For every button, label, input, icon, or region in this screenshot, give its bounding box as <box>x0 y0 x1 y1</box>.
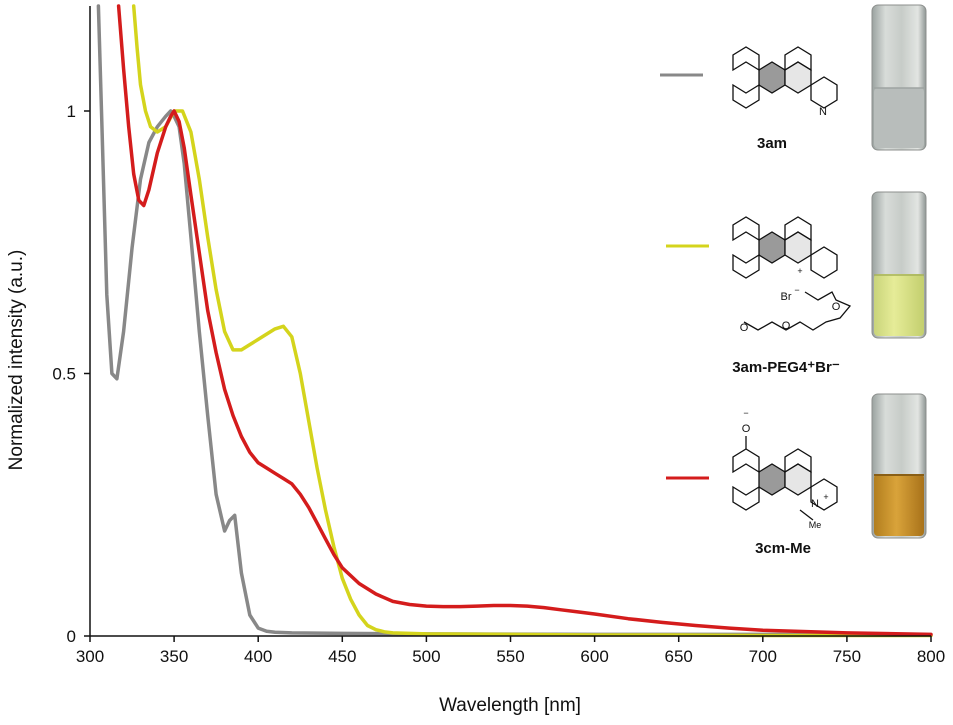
x-tick-label: 450 <box>328 647 356 666</box>
atom-o2-peg4: O <box>782 320 791 332</box>
atom-n-3cm: N <box>811 498 819 510</box>
atom-o-3cm: O <box>742 423 751 435</box>
atom-br-minus-peg4: − <box>794 285 799 295</box>
x-tick-label: 550 <box>496 647 524 666</box>
compound-label-3am: 3am <box>757 135 787 152</box>
structure-3am-peg4 <box>732 216 852 331</box>
x-tick-label: 800 <box>917 647 945 666</box>
plot-lines <box>96 4 933 638</box>
atom-o1-peg4: O <box>832 301 841 313</box>
series-line-0 <box>96 4 933 637</box>
x-tick-label: 700 <box>749 647 777 666</box>
y-tick-label: 0 <box>67 627 76 646</box>
atom-me-3cm: Me <box>809 520 822 530</box>
x-tick-label: 300 <box>76 647 104 666</box>
x-tick-label: 600 <box>580 647 608 666</box>
vial-3cm-me <box>871 393 927 539</box>
compound-label-3am-peg4: 3am-PEG4⁺Br⁻ <box>732 359 840 376</box>
atom-o-minus-3cm: − <box>743 408 748 418</box>
vial-3am <box>871 4 927 151</box>
x-tick-label: 350 <box>160 647 188 666</box>
x-tick-label: 750 <box>833 647 861 666</box>
y-axis-title: Normalized intensity (a.u.) <box>6 250 27 471</box>
structure-3am <box>732 46 838 109</box>
atom-n-3am: N <box>819 106 827 118</box>
x-tick-label: 400 <box>244 647 272 666</box>
series-line-2 <box>116 4 933 637</box>
atom-n-plus-3cm: + <box>823 492 828 502</box>
atom-n-plus-peg4: + <box>797 266 802 276</box>
x-tick-label: 500 <box>412 647 440 666</box>
y-ticks: 00.51 <box>52 102 90 646</box>
x-axis-title: Wavelength [nm] <box>439 695 581 716</box>
atom-o3-peg4: O <box>740 322 749 334</box>
y-tick-label: 1 <box>67 102 76 121</box>
compound-label-3cm-me: 3cm-Me <box>755 540 811 557</box>
atom-br-peg4: Br <box>781 291 792 303</box>
structure-3cm-me <box>732 436 838 521</box>
y-tick-label: 0.5 <box>52 365 76 384</box>
vial-3am-peg4 <box>871 191 927 339</box>
x-ticks: 300 350 400 450 500 550 600 650 700 750 800 <box>76 636 945 666</box>
x-tick-label: 650 <box>665 647 693 666</box>
